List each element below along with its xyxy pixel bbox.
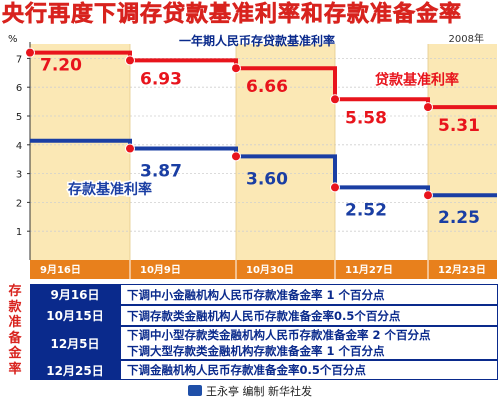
reserve-row-line: 下调中小型存款类金融机构人民币存款准备金率 2 个百分点 [127, 328, 431, 342]
data-label: 6.66 [246, 77, 288, 97]
step-point [125, 143, 135, 154]
step-point [330, 94, 340, 105]
series-name-deposit: 存款基准利率 [68, 181, 152, 198]
category-bar [30, 260, 497, 279]
reserve-label-char: 金 [8, 346, 22, 362]
step-point [330, 182, 340, 193]
step-point [423, 102, 433, 113]
data-label: 5.58 [345, 108, 387, 128]
series-name-loan: 贷款基准利率 [375, 71, 459, 88]
reserve-row-line: 下调中小金融机构人民币存款准备金率 1 个百分点 [127, 287, 385, 302]
step-point [231, 151, 241, 162]
credit-text: 王永亭 编制 新华社发 [206, 385, 312, 398]
data-label: 7.20 [40, 56, 82, 76]
reserve-row: 9月16日 下调中小金融机构人民币存款准备金率 1 个百分点 [30, 284, 498, 305]
reserve-row-date: 9月16日 [30, 285, 120, 304]
reserve-ratio-table: 存款准备金率 9月16日 下调中小金融机构人民币存款准备金率 1 个百分点 10月1… [0, 282, 500, 380]
reserve-label-char: 存 [8, 284, 22, 299]
y-tick-label: 3 [16, 170, 22, 181]
reserve-row-description: 下调中小型存款类金融机构人民币存款准备金率 2 个百分点 下调大型存款类金融机构存… [121, 327, 497, 359]
y-tick-label: 1 [16, 227, 22, 238]
data-label: 2.25 [438, 208, 480, 228]
y-tick-label: 7 [16, 54, 22, 65]
chart-title: 一年期人民币存贷款基准利率 [179, 33, 335, 48]
step-point [125, 55, 135, 66]
period-band [428, 44, 497, 260]
reserve-row: 10月15日 下调存款类金融机构人民币存款准备金率0.5个百分点 [30, 305, 498, 326]
reserve-label-char: 款 [8, 299, 22, 315]
reserve-row-line: 下调大型存款类金融机构存款准备金率 1 个百分点 [127, 344, 385, 358]
data-label: 6.93 [140, 69, 182, 89]
data-label: 3.60 [246, 169, 288, 189]
data-label: 5.31 [438, 116, 480, 136]
y-unit-label: % [8, 34, 18, 45]
period-band [30, 44, 130, 260]
reserve-row-description: 下调中小金融机构人民币存款准备金率 1 个百分点 [121, 285, 497, 304]
reserve-label-char: 准 [8, 315, 22, 331]
category-label: 10月9日 [140, 264, 181, 276]
reserve-row-date: 10月15日 [30, 306, 120, 325]
reserve-row-description: 下调金融机构人民币存款准备金率0.5个百分点 [121, 361, 497, 379]
reserve-row-description: 下调存款类金融机构人民币存款准备金率0.5个百分点 [121, 306, 497, 325]
step-point [231, 63, 241, 74]
reserve-label-char: 率 [8, 361, 22, 377]
data-label: 2.52 [345, 200, 387, 220]
y-tick-label: 4 [16, 141, 22, 152]
reserve-ratio-label: 存款准备金率 [2, 284, 28, 378]
step-point [25, 47, 35, 58]
step-point [423, 190, 433, 201]
y-tick-label: 2 [16, 198, 22, 209]
category-label: 10月30日 [246, 264, 294, 276]
y-tick-label: 5 [16, 112, 22, 123]
reserve-row-date: 12月25日 [30, 361, 120, 379]
reserve-row-line: 下调存款类金融机构人民币存款准备金率0.5个百分点 [127, 308, 401, 323]
credit-line: 王永亭 编制 新华社发 [0, 382, 500, 401]
reserve-row: 12月5日 下调中小型存款类金融机构人民币存款准备金率 2 个百分点 下调大型存款类… [30, 326, 498, 360]
rate-chart: % 1 2 3 4 5 6 7 一年期人民币存贷款基准利率 2008年 9月16日 10月9日 10月3… [8, 32, 497, 279]
y-tick-label: 6 [16, 83, 22, 94]
reserve-row-line: 下调金融机构人民币存款准备金率0.5个百分点 [127, 363, 366, 377]
headline: 央行再度下调存贷款基准利率和存款准备金率 [2, 2, 463, 28]
period-band [236, 44, 335, 260]
data-label: 3.87 [140, 162, 182, 182]
reserve-label-char: 备 [8, 330, 22, 346]
xinhua-logo-icon [188, 385, 202, 396]
category-label: 9月16日 [40, 264, 81, 276]
year-note: 2008年 [449, 32, 484, 45]
category-label: 12月23日 [438, 264, 486, 276]
reserve-row: 12月25日 下调金融机构人民币存款准备金率0.5个百分点 [30, 360, 498, 380]
category-label: 11月27日 [345, 264, 393, 276]
reserve-row-date: 12月5日 [30, 327, 120, 359]
